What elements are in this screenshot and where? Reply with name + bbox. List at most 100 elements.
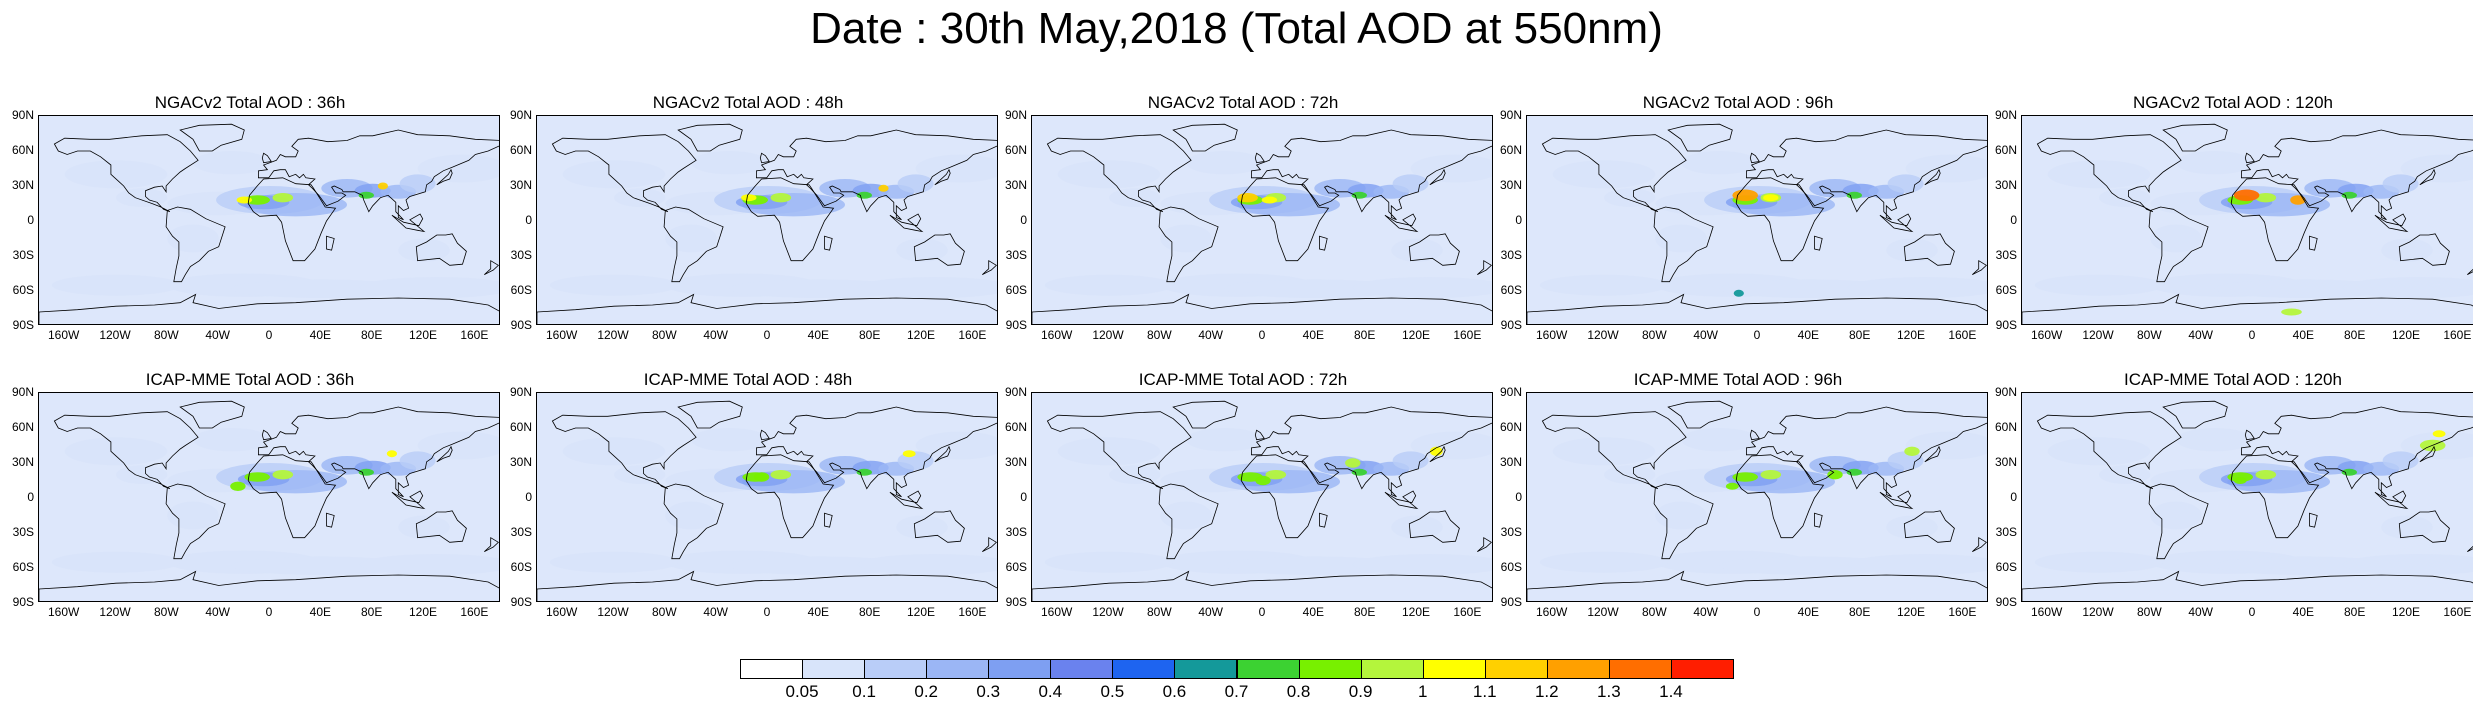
- aod-region: [116, 465, 168, 484]
- aod-region: [1732, 189, 1758, 202]
- coastline-antarctica: [2022, 570, 2473, 601]
- aod-region: [614, 465, 666, 484]
- colorbar-swatch: [1298, 659, 1362, 679]
- coastline-antarctica: [1527, 570, 1987, 601]
- lon-tick-label: 80E: [1353, 605, 1376, 619]
- colorbar-swatch: [1422, 659, 1486, 679]
- coastline-uk: [1254, 152, 1265, 164]
- lon-tick-label: 120W: [99, 605, 131, 619]
- coastline-eurasia: [1745, 406, 1987, 498]
- coastline-antarctica: [1032, 570, 1492, 601]
- coastline-australia: [1408, 233, 1460, 266]
- coastline-africa: [2230, 177, 2320, 262]
- map-panel-ngac-72: NGACv2 Total AOD : 72h 90N 60N 30N 0 30S 60S 90…: [993, 93, 1493, 343]
- lon-tick-label: 160W: [2030, 605, 2063, 619]
- coastline-north-america: [1046, 411, 1192, 490]
- aod-region: [1604, 465, 1656, 484]
- lon-tick-label: 160W: [1040, 605, 1073, 619]
- lat-tick-label: 30S: [1500, 248, 1522, 262]
- lat-tick-label: 30S: [12, 525, 34, 539]
- world-map: [536, 392, 998, 602]
- lat-tick-label: 0: [525, 213, 532, 227]
- lat-tick-label: 0: [2010, 490, 2017, 504]
- lat-tick-label: 90S: [1500, 318, 1522, 332]
- aod-region: [691, 151, 768, 175]
- aod-region: [1763, 194, 1779, 202]
- coastline-africa: [1240, 454, 1330, 539]
- lat-tick-label: 90S: [510, 318, 532, 332]
- colorbar-label: 1.3: [1597, 682, 1621, 701]
- aod-region: [896, 515, 948, 539]
- coastline-japan: [1429, 445, 1446, 463]
- coastline-indonesia: [889, 490, 924, 510]
- lon-tick-label: 80W: [651, 328, 677, 342]
- coastline-africa: [247, 454, 337, 539]
- lat-tick-label: 90S: [1500, 595, 1522, 609]
- aod-field: [1032, 116, 1492, 324]
- aod-region: [399, 174, 436, 193]
- colorbar-label: 1.4: [1659, 682, 1683, 701]
- lat-tick-label: 60N: [1994, 143, 2017, 157]
- lon-tick-label: 160W: [1535, 328, 1568, 342]
- coastline-new-zealand: [982, 536, 997, 553]
- coastline-australia: [1903, 510, 1955, 543]
- coastline-eurasia: [257, 406, 499, 498]
- aod-region: [1044, 551, 1174, 573]
- colorbar-label: 0.05: [785, 682, 819, 701]
- lon-tick-label: 80W: [1146, 605, 1172, 619]
- lon-tick-label: 120E: [408, 328, 438, 342]
- aod-region: [1905, 431, 1987, 460]
- aod-region: [1345, 458, 1361, 468]
- aod-region: [549, 551, 679, 573]
- lat-tick-label: 30S: [1005, 248, 1027, 262]
- coastline-south-america: [2148, 206, 2209, 283]
- coastline-north-america: [2036, 134, 2182, 213]
- lon-tick-label: 160E: [460, 328, 489, 342]
- coastline-indonesia: [391, 490, 426, 510]
- panel-title: ICAP-MME Total AOD : 96h: [1633, 370, 1843, 389]
- coastline-greenland: [1667, 123, 1733, 152]
- lat-tick-label: 30N: [509, 178, 532, 192]
- lon-tick-label: 120W: [1092, 605, 1124, 619]
- lat-tick-label: 60S: [510, 560, 532, 574]
- coastline-greenland: [2162, 400, 2228, 429]
- colorbar-swatch: [1484, 659, 1548, 679]
- colorbar-swatch: [1112, 659, 1176, 679]
- coastline-new-zealand: [982, 259, 997, 276]
- lat-tick-label: 30N: [1994, 455, 2017, 469]
- lat-tick-label: 90N: [1004, 385, 1027, 399]
- aod-region: [1160, 501, 1212, 530]
- lon-tick-label: 0: [1753, 328, 1761, 342]
- coastline-north-america: [53, 411, 199, 490]
- colorbar-swatch: [926, 659, 990, 679]
- coastline-south-america: [1653, 483, 1714, 560]
- aod-region: [2255, 470, 2277, 480]
- coastline-africa: [745, 454, 835, 539]
- aod-field: [537, 116, 997, 324]
- aod-region: [1681, 428, 1758, 452]
- panel-title: NGACv2 Total AOD : 36h: [154, 93, 346, 112]
- aod-region: [1429, 446, 1443, 456]
- coastline-uk: [261, 429, 272, 441]
- colorbar-label: 1.2: [1534, 682, 1559, 701]
- aod-region: [2341, 468, 2357, 476]
- coastline-eurasia: [1250, 129, 1492, 221]
- aod-region: [417, 431, 499, 460]
- coastline-new-zealand: [1972, 259, 1987, 276]
- lat-tick-label: 60S: [1005, 560, 1027, 574]
- world-map: [536, 115, 998, 325]
- coastline-greenland: [2162, 123, 2228, 152]
- aod-region: [2233, 477, 2247, 484]
- aod-region: [1392, 174, 1429, 193]
- map-panel-ngac-120: NGACv2 Total AOD : 120h 90N 60N 30N 0 30S 60S 9…: [1983, 93, 2473, 343]
- coastline-eurasia: [2240, 406, 2473, 498]
- lon-tick-label: 160E: [2443, 605, 2472, 619]
- aod-region: [896, 238, 948, 262]
- aod-region: [193, 428, 270, 452]
- lon-tick-label: 160E: [460, 605, 489, 619]
- lon-tick-label: 80E: [1353, 328, 1376, 342]
- colorbar-swatch: [1608, 659, 1672, 679]
- aod-region: [1886, 515, 1938, 539]
- aod-region: [2342, 554, 2473, 575]
- coastline-africa: [247, 177, 337, 262]
